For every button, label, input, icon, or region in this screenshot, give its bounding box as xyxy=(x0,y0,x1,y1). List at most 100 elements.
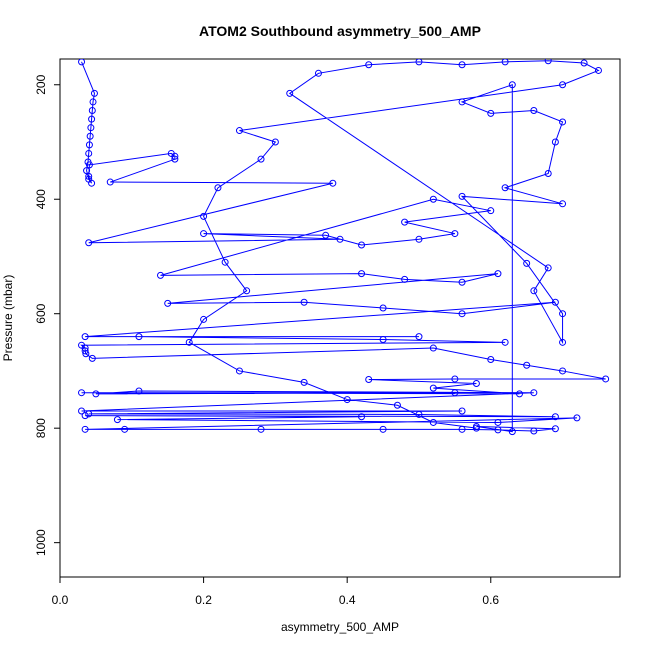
data-point xyxy=(81,412,89,420)
data-point xyxy=(365,376,373,384)
data-point xyxy=(544,264,552,272)
data-point xyxy=(551,298,559,306)
data-point xyxy=(85,161,93,169)
data-point xyxy=(429,344,437,352)
data-point xyxy=(458,98,466,106)
data-point xyxy=(379,335,387,343)
data-point xyxy=(580,59,588,67)
y-tick-label: 400 xyxy=(34,189,48,209)
data-point xyxy=(88,107,96,115)
data-point xyxy=(429,195,437,203)
data-point xyxy=(78,389,86,397)
data-point xyxy=(393,401,401,409)
data-point xyxy=(82,350,90,358)
data-point xyxy=(559,200,567,208)
data-point xyxy=(358,270,366,278)
data-point xyxy=(314,69,322,77)
data-point xyxy=(458,310,466,318)
data-point xyxy=(365,61,373,69)
data-point xyxy=(121,425,129,433)
data-point xyxy=(494,270,502,278)
data-point xyxy=(602,375,610,383)
y-tick-label: 200 xyxy=(34,74,48,94)
data-point xyxy=(551,413,559,421)
data-point xyxy=(544,59,552,65)
data-point xyxy=(415,59,423,66)
data-point xyxy=(85,149,93,157)
data-point xyxy=(200,212,208,220)
data-point xyxy=(257,425,265,433)
y-axis: 200 400 600 800 1000 xyxy=(34,74,60,556)
data-point xyxy=(235,367,243,375)
data-point xyxy=(257,155,265,163)
data-point xyxy=(559,367,567,375)
data-point xyxy=(200,315,208,323)
data-point xyxy=(415,235,423,243)
data-point xyxy=(415,410,423,418)
data-point xyxy=(530,107,538,115)
data-point xyxy=(322,231,330,239)
data-point xyxy=(501,338,509,346)
data-point xyxy=(243,287,251,295)
data-point xyxy=(573,414,581,422)
data-point xyxy=(85,172,93,180)
data-point xyxy=(221,258,229,266)
x-tick-label: 0.4 xyxy=(339,593,356,607)
data-point xyxy=(429,418,437,426)
data-point xyxy=(559,118,567,126)
data-point xyxy=(171,155,179,163)
data-point xyxy=(164,299,172,307)
data-point xyxy=(559,310,567,318)
data-point xyxy=(551,138,559,146)
data-point xyxy=(78,59,86,66)
x-axis-label: asymmetry_500_AMP xyxy=(281,620,399,634)
data-point xyxy=(85,141,93,149)
data-point xyxy=(472,424,480,432)
data-point xyxy=(88,179,96,187)
data-point xyxy=(530,427,538,435)
data-point xyxy=(472,380,480,388)
x-tick-label: 0.0 xyxy=(52,593,69,607)
data-point xyxy=(501,184,509,192)
data-point xyxy=(551,425,559,433)
data-point xyxy=(343,396,351,404)
data-point xyxy=(157,271,165,279)
data-series xyxy=(78,59,610,436)
data-point xyxy=(530,287,538,295)
data-point xyxy=(508,428,516,436)
data-point xyxy=(487,207,495,215)
data-point xyxy=(358,413,366,421)
data-point xyxy=(487,109,495,117)
data-point xyxy=(88,115,96,123)
data-point xyxy=(379,425,387,433)
data-point xyxy=(358,241,366,249)
x-tick-label: 0.2 xyxy=(195,593,212,607)
data-point xyxy=(451,230,459,238)
data-point xyxy=(501,59,509,66)
series-line xyxy=(80,60,606,433)
data-point xyxy=(458,278,466,286)
data-point xyxy=(458,425,466,433)
data-point xyxy=(401,275,409,283)
data-point xyxy=(458,407,466,415)
data-point xyxy=(92,390,100,398)
data-point xyxy=(559,81,567,89)
data-point xyxy=(523,361,531,369)
data-point xyxy=(530,389,538,397)
data-point xyxy=(106,178,114,186)
data-point xyxy=(458,61,466,69)
data-point xyxy=(81,333,89,341)
data-point xyxy=(113,416,121,424)
data-point xyxy=(89,98,97,106)
data-point xyxy=(185,338,193,346)
data-point xyxy=(336,235,344,243)
data-point xyxy=(235,127,243,135)
data-point xyxy=(451,375,459,383)
data-point xyxy=(379,304,387,312)
data-point xyxy=(171,152,179,160)
y-tick-label: 800 xyxy=(34,418,48,438)
data-point xyxy=(81,425,89,433)
x-axis: 0.0 0.2 0.4 0.6 xyxy=(52,577,499,607)
y-tick-label: 1000 xyxy=(34,529,48,556)
